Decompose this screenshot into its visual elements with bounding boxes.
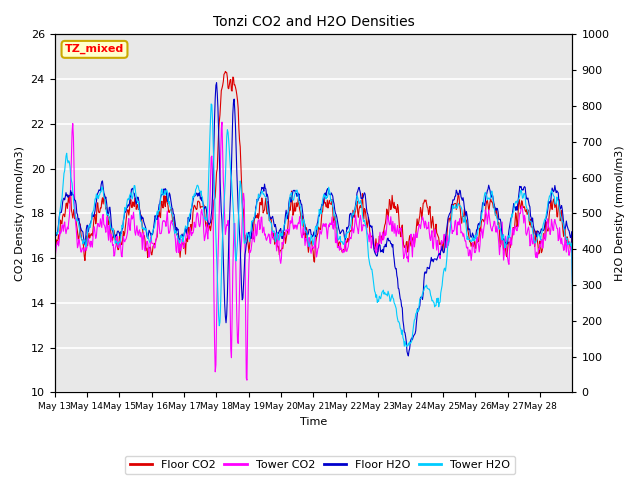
Y-axis label: H2O Density (mmol/m3): H2O Density (mmol/m3) (615, 145, 625, 281)
Y-axis label: CO2 Density (mmol/m3): CO2 Density (mmol/m3) (15, 146, 25, 281)
X-axis label: Time: Time (300, 417, 327, 427)
Title: Tonzi CO2 and H2O Densities: Tonzi CO2 and H2O Densities (212, 15, 414, 29)
Text: TZ_mixed: TZ_mixed (65, 44, 124, 55)
Legend: Floor CO2, Tower CO2, Floor H2O, Tower H2O: Floor CO2, Tower CO2, Floor H2O, Tower H… (125, 456, 515, 474)
